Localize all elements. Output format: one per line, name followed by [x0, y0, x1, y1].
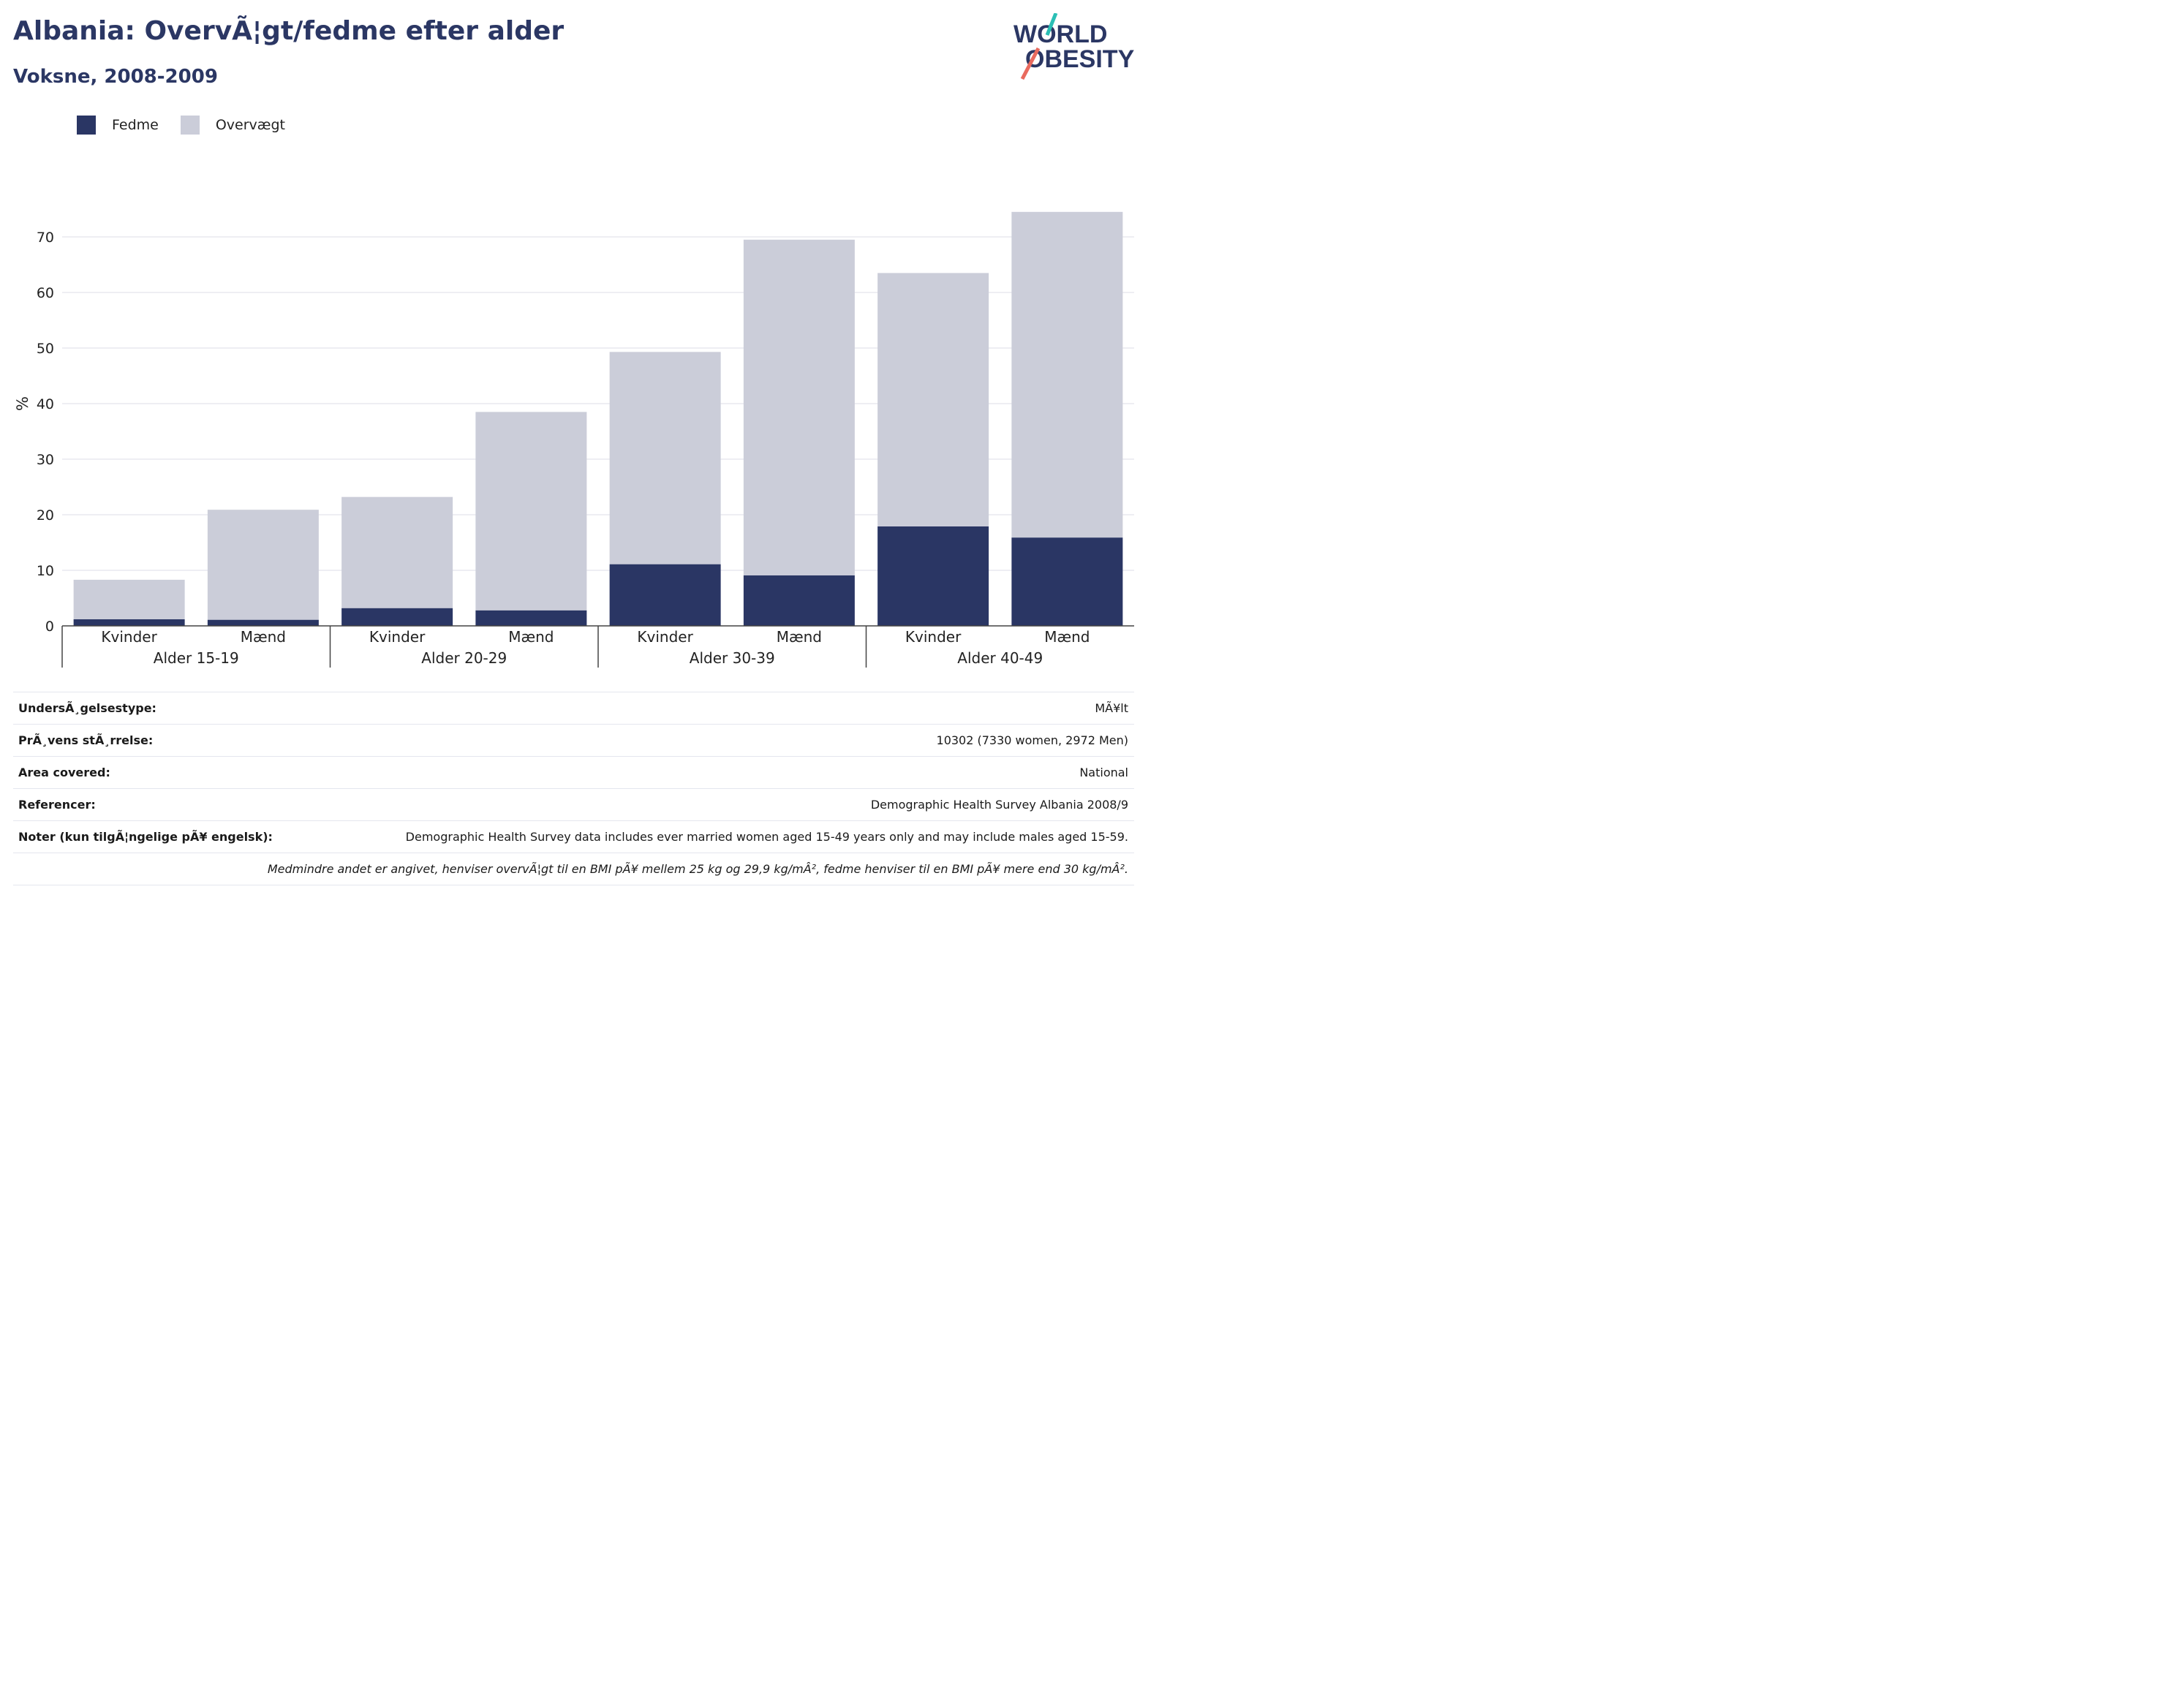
bar-overvaegt	[877, 273, 989, 526]
info-label: Area covered:	[18, 766, 110, 779]
x-category-label: Mænd	[1044, 628, 1090, 646]
x-category-label: Kvinder	[905, 628, 962, 646]
y-tick-label: 70	[37, 230, 54, 246]
logo-line-1: WORLD	[1013, 20, 1107, 48]
x-category-label: Mænd	[241, 628, 286, 646]
definition-note: Medmindre andet er angivet, henviser ove…	[13, 853, 1134, 885]
y-axis-label: %	[14, 396, 31, 411]
y-tick-label: 30	[37, 452, 54, 468]
legend-item-overvaegt[interactable]: Overvægt	[180, 116, 285, 135]
info-label: Noter (kun tilgÃ¦ngelige pÃ¥ engelsk):	[18, 830, 273, 844]
bar-fedme	[73, 619, 185, 626]
info-value: 10302 (7330 women, 2972 Men)	[936, 733, 1128, 747]
y-tick-label: 50	[37, 341, 54, 357]
legend-swatch-overvaegt	[180, 116, 200, 135]
bar-fedme	[743, 575, 855, 626]
info-label: PrÃ¸vens stÃ¸rrelse:	[18, 733, 154, 747]
bar-fedme	[475, 610, 587, 626]
x-category-label: Kvinder	[637, 628, 693, 646]
info-row-notes: Noter (kun tilgÃ¦ngelige pÃ¥ engelsk): D…	[13, 820, 1134, 853]
logo-line-2: OBESITY	[1025, 45, 1135, 73]
info-value: Demographic Health Survey Albania 2008/9	[870, 798, 1128, 812]
info-label: Referencer:	[18, 798, 96, 812]
legend-item-fedme[interactable]: Fedme	[77, 116, 159, 135]
y-tick-label: 10	[37, 563, 54, 579]
info-value: Demographic Health Survey data includes …	[405, 830, 1128, 844]
y-tick-label: 60	[37, 285, 54, 301]
logo-teal-slash	[1045, 13, 1058, 36]
info-row-survey-type: UndersÃ¸gelsestype: MÃ¥lt	[13, 692, 1134, 724]
bar-overvaegt	[743, 239, 855, 575]
bar-overvaegt	[475, 412, 587, 611]
y-tick-label: 0	[45, 619, 54, 635]
chart-subtitle: Voksne, 2008-2009	[13, 66, 218, 88]
legend-label-overvaegt: Overvægt	[215, 117, 285, 133]
bar-overvaegt	[609, 352, 721, 564]
bar-fedme	[341, 608, 453, 626]
x-group-label: Alder 20-29	[421, 649, 507, 667]
legend-swatch-fedme	[77, 116, 96, 135]
bar-fedme	[1011, 537, 1123, 626]
x-category-label: Kvinder	[369, 628, 426, 646]
info-row-sample-size: PrÃ¸vens stÃ¸rrelse: 10302 (7330 women, …	[13, 724, 1134, 756]
chart-title: Albania: OvervÃ¦gt/fedme efter alder	[13, 16, 565, 46]
x-category-label: Kvinder	[101, 628, 157, 646]
info-value: MÃ¥lt	[1095, 701, 1128, 715]
x-category-label: Mænd	[777, 628, 822, 646]
world-obesity-logo: WORLD OBESITY	[1013, 13, 1135, 80]
y-tick-label: 40	[37, 396, 54, 412]
info-row-references: Referencer: Demographic Health Survey Al…	[13, 788, 1134, 820]
info-table: UndersÃ¸gelsestype: MÃ¥lt PrÃ¸vens stÃ¸r…	[13, 692, 1134, 885]
x-group-label: Alder 40-49	[957, 649, 1043, 667]
legend-label-fedme: Fedme	[112, 117, 159, 133]
bar-overvaegt	[207, 510, 319, 620]
bar-overvaegt	[1011, 211, 1123, 538]
bar-fedme	[609, 564, 721, 626]
logo-red-slash	[1020, 47, 1041, 80]
bar-overvaegt	[73, 579, 185, 619]
y-tick-label: 20	[37, 507, 54, 524]
bar-overvaegt	[341, 496, 453, 608]
chart-legend: Fedme Overvægt	[77, 116, 307, 135]
bar-fedme	[207, 619, 319, 626]
bar-fedme	[877, 526, 989, 626]
info-row-area-covered: Area covered: National	[13, 756, 1134, 788]
info-value: National	[1079, 766, 1128, 779]
x-group-label: Alder 30-39	[690, 649, 775, 667]
x-group-label: Alder 15-19	[154, 649, 239, 667]
info-label: UndersÃ¸gelsestype:	[18, 701, 156, 715]
stacked-bar-chart: 0 10 20 30 40 50 60 70% Kvinder Mænd Kvinder Mænd Kv…	[14, 211, 1134, 668]
x-category-label: Mænd	[508, 628, 554, 646]
